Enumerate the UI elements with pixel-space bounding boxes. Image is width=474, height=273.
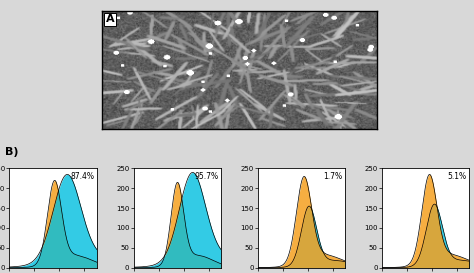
Text: A: A — [106, 14, 115, 24]
Text: 95.7%: 95.7% — [194, 173, 219, 182]
Text: B): B) — [5, 147, 18, 158]
Text: 87.4%: 87.4% — [70, 173, 94, 182]
Text: 5.1%: 5.1% — [447, 173, 466, 182]
Text: 1.7%: 1.7% — [323, 173, 343, 182]
